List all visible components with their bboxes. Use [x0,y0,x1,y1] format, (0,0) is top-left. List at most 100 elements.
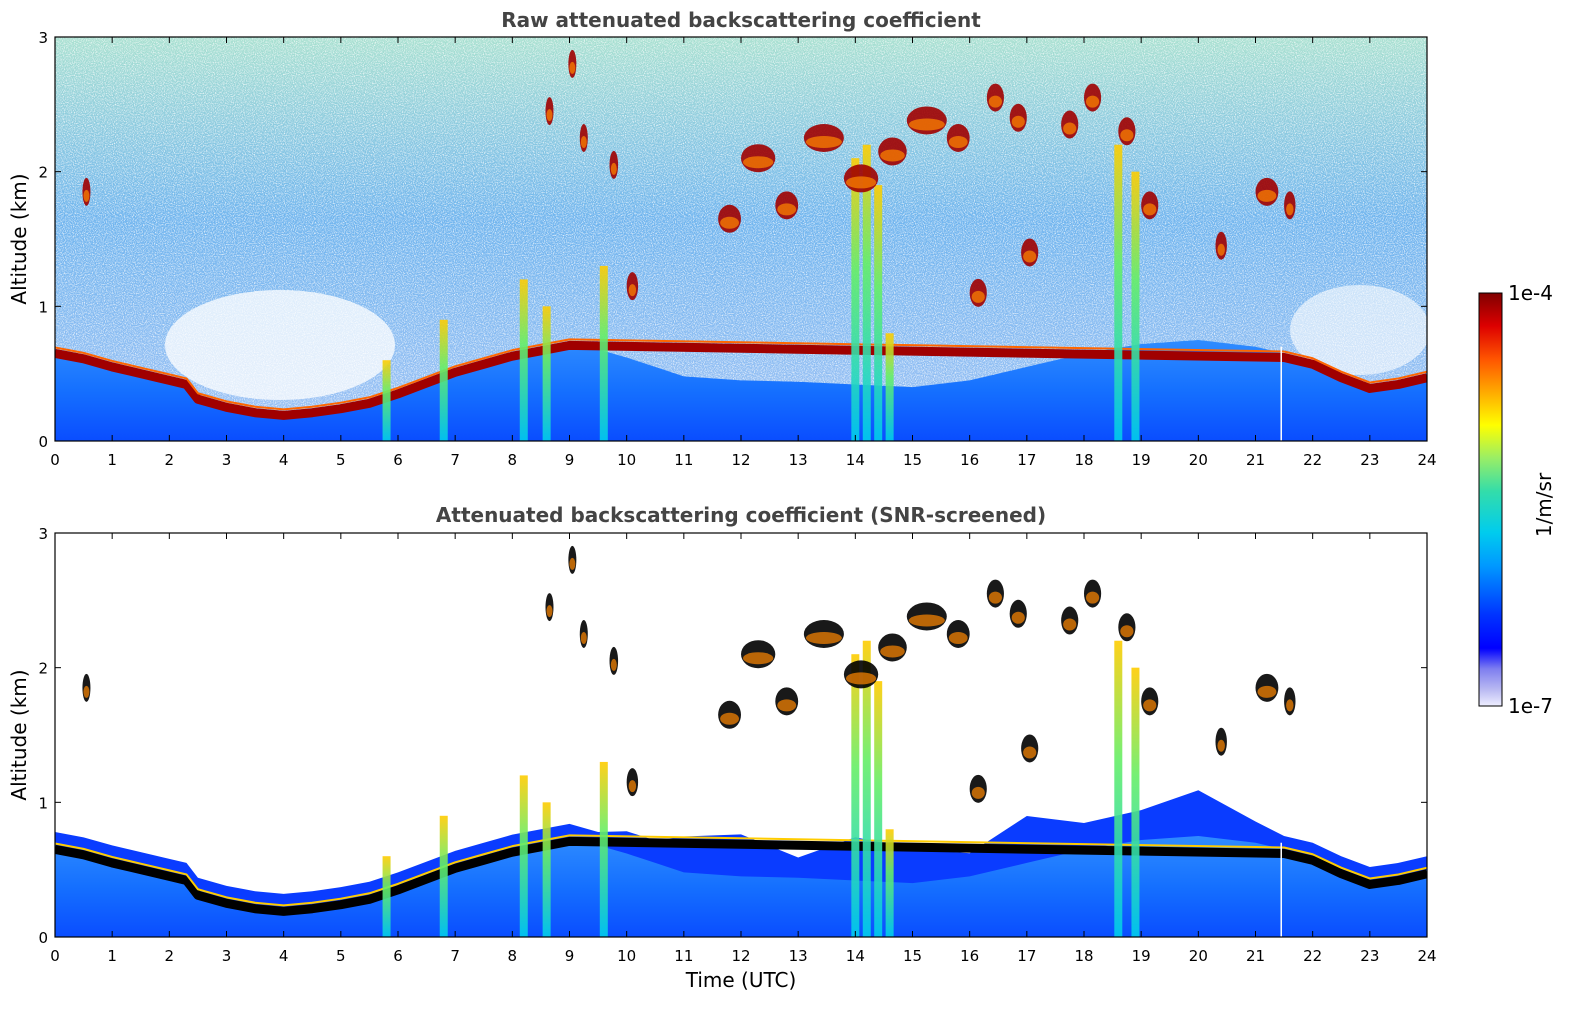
signal-streak [382,360,391,441]
signal-streak [862,640,871,937]
x-tick-label: 10 [617,947,636,965]
x-tick-label: 20 [1189,947,1208,965]
cloud-layer-core [988,95,1002,108]
signal-streak [519,279,528,441]
x-tick-label: 24 [1417,451,1436,469]
x-tick-label: 22 [1303,451,1322,469]
x-tick-label: 24 [1417,947,1436,965]
x-tick-label: 7 [450,451,460,469]
cloud-layer-core [1143,203,1157,216]
signal-streak [599,265,608,441]
x-tick-label: 5 [336,451,346,469]
boundary-layer-region [55,340,1427,441]
cloud-layer-core [610,162,617,175]
x-tick-label: 18 [1074,947,1093,965]
cloud-layer-core [1011,611,1025,624]
x-tick-label: 3 [222,451,232,469]
signal-streak [519,775,528,937]
cloud-layer-core [1217,243,1225,256]
cloud-layer-core [908,614,945,627]
cloud-layer-core [880,645,905,658]
signal-streak [599,761,608,937]
x-tick-label: 2 [165,451,175,469]
x-tick-label: 6 [393,947,403,965]
panel-screened-layers [55,545,1427,937]
cloud-layer-core [1023,250,1037,263]
signal-streak [1114,144,1123,441]
x-tick-label: 1 [107,451,117,469]
x-tick-label: 21 [1246,451,1265,469]
cloud-layer-core [1217,739,1225,752]
signal-streak [439,319,448,441]
cloud-layer-core [628,780,637,793]
cloud-layer-core [546,109,553,122]
cloud-layer-core [1257,685,1277,698]
cloud-layer-core [83,189,90,202]
cloud-layer-core [628,284,637,297]
x-tick-label: 23 [1360,451,1379,469]
panel-raw-x-axis: 0 1 2 3 4 5 6 7 8 9 10 11 12 13 14 15 16 17 18 19 20 21 22 23 24 [50,37,1437,469]
cloud-layer-core [805,136,842,148]
x-tick-label: 12 [731,451,750,469]
signal-streak [862,144,871,441]
cloud-layer-core [1086,95,1100,108]
cloud-layer-core [908,118,945,131]
colorbar: 1e-4 1e-7 1/m/sr [1478,281,1556,718]
x-tick-label: 21 [1246,947,1265,965]
x-tick-label: 0 [50,947,60,965]
x-tick-label: 17 [1017,947,1036,965]
x-tick-label: 4 [279,947,289,965]
y-tick-label: 0 [38,433,48,451]
cloud-layer-core [988,591,1002,604]
cloud-layer-core [1257,189,1277,202]
cloud-layer-core [845,672,877,685]
x-tick-label: 16 [960,451,979,469]
cloud-layer-core [743,156,774,169]
x-tick-label: 15 [903,451,922,469]
cloud-layer-core [971,290,985,303]
cloud-layer-core [580,632,587,644]
x-tick-label: 9 [565,947,575,965]
panel-screened-ylabel: Altitude (km) [7,669,31,800]
colorbar-gradient [1478,292,1503,707]
cloud-layer-core [948,136,968,148]
panel-screened-title: Attenuated backscattering coefficient (S… [436,503,1046,527]
panel-screened: Attenuated backscattering coefficient (S… [7,503,1437,992]
x-tick-label: 18 [1074,451,1093,469]
panel-raw: Raw attenuated backscattering coefficien… [7,8,1437,469]
signal-streak [874,681,883,937]
boundary-layer-region [55,836,1427,937]
cloud-layer-core [1063,618,1077,631]
signal-streak [885,829,894,937]
signal-streak [382,856,391,937]
cloud-layer-core [948,632,968,644]
y-tick-label: 1 [38,794,48,812]
x-tick-label: 22 [1303,947,1322,965]
cloud-layer-core [83,685,90,698]
colorbar-max-label: 1e-4 [1508,281,1553,305]
cloud-layer-core [1011,115,1025,128]
panel-raw-quiet-zone-right [1290,285,1427,375]
signal-streak [439,815,448,937]
panel-raw-quiet-zone [165,290,395,400]
x-tick-label: 2 [165,947,175,965]
x-tick-label: 14 [846,947,865,965]
cloud-layer-core [610,658,617,671]
panel-raw-ylabel: Altitude (km) [7,173,31,304]
x-tick-label: 1 [107,947,117,965]
panel-screened-xlabel: Time (UTC) [685,968,797,992]
x-tick-label: 4 [279,451,289,469]
x-tick-label: 20 [1189,451,1208,469]
x-tick-label: 23 [1360,947,1379,965]
cloud-layer-core [1120,625,1134,638]
cloud-layer-core [971,786,985,799]
x-tick-label: 16 [960,947,979,965]
x-tick-label: 9 [565,451,575,469]
cloud-layer-core [1286,203,1294,216]
x-tick-label: 8 [508,947,518,965]
cloud-layer-core [1023,746,1037,759]
y-tick-label: 0 [38,929,48,947]
cloud-layer-core [1286,699,1294,712]
panel-raw-title: Raw attenuated backscattering coefficien… [501,8,981,32]
